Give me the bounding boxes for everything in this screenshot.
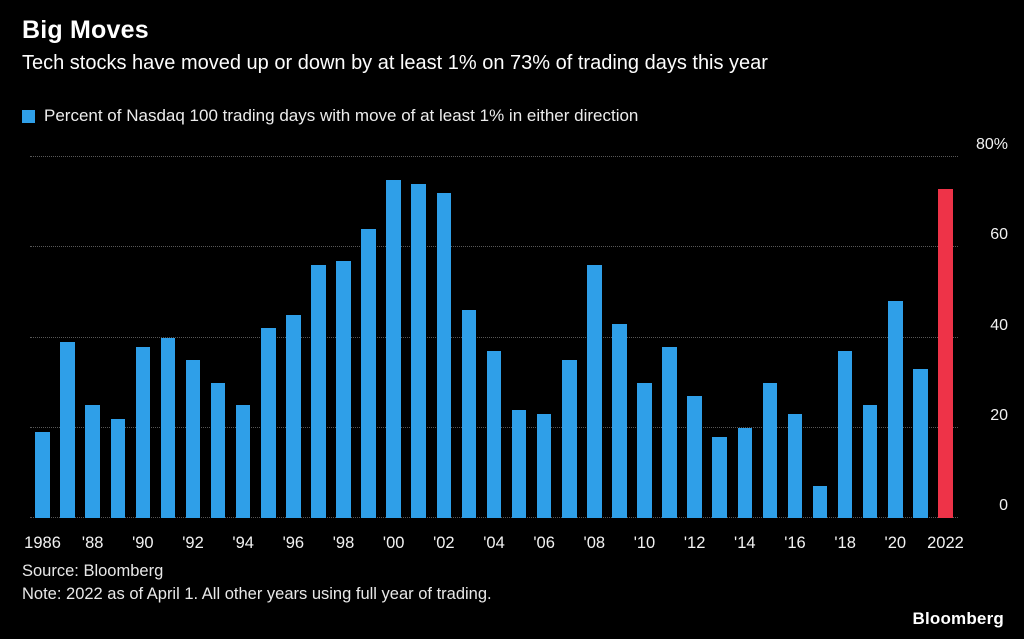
legend-label: Percent of Nasdaq 100 trading days with …	[44, 106, 639, 125]
bar-1986	[35, 432, 50, 518]
bar-2011	[662, 346, 677, 518]
footer: Source: Bloomberg Note: 2022 as of April…	[22, 560, 492, 606]
gridline-40	[30, 336, 958, 338]
bar-1998	[336, 260, 351, 518]
bar-2003	[461, 310, 477, 518]
bar-1994	[235, 405, 251, 518]
x-tick-label-2022: 2022	[927, 534, 964, 552]
y-tick-label-40: 40	[990, 316, 1008, 334]
bar-1992	[185, 360, 201, 518]
bar-2013	[712, 436, 727, 518]
x-axis: 1986 '88 '90 '92 '94 '96 '98 '00 '02 '04 '06 '08 '10…	[24, 534, 964, 556]
bar-1991	[160, 337, 176, 518]
source-text: Source: Bloomberg	[22, 562, 164, 580]
bar-2004	[486, 351, 502, 518]
x-tick-label-16: '16	[784, 534, 806, 552]
x-tick-label-1986: 1986	[24, 534, 61, 552]
x-tick-label-90: '90	[132, 534, 154, 552]
bar-2020	[888, 301, 903, 518]
bar-1988	[85, 405, 100, 518]
chart-title: Big Moves	[22, 16, 149, 44]
bar-1989	[110, 418, 126, 518]
bar-2015	[762, 382, 778, 518]
x-tick-label-94: '94	[232, 534, 254, 552]
chart-subtitle: Tech stocks have moved up or down by at …	[22, 52, 768, 74]
bar-2002	[436, 193, 452, 518]
x-tick-label-96: '96	[282, 534, 305, 552]
bar-2001	[411, 184, 427, 518]
bar-2018	[837, 351, 853, 518]
chart-header: Big Moves Tech stocks have moved up or d…	[22, 16, 1002, 75]
bar-2006	[536, 414, 552, 518]
x-tick-label-12: '12	[683, 534, 706, 552]
bar-1995	[260, 328, 276, 518]
gridline-60	[30, 246, 958, 248]
bar-2016	[787, 414, 803, 518]
y-tick-label-60: 60	[990, 226, 1008, 244]
bar-1990	[135, 346, 151, 518]
bar-1999	[361, 229, 376, 518]
x-tick-label-18: '18	[834, 534, 856, 552]
bar-2008	[587, 265, 602, 518]
x-tick-label-98: '98	[332, 534, 355, 552]
bar-2012	[687, 396, 702, 518]
gridline-80	[30, 156, 958, 157]
legend-swatch-icon	[22, 109, 35, 123]
bar-2017	[812, 486, 828, 518]
y-tick-label-80: 80%	[975, 136, 1008, 153]
bar-2014	[737, 427, 753, 518]
x-tick-label-92: '92	[182, 534, 204, 552]
x-tick-label-14: '14	[734, 534, 756, 552]
note-text: Note: 2022 as of April 1. All other year…	[22, 585, 492, 603]
x-tick-label-06: '06	[533, 534, 555, 552]
x-tick-label-04: '04	[483, 534, 505, 552]
bar-2000	[386, 179, 401, 518]
x-tick-label-00: '00	[382, 534, 405, 552]
bar-1996	[286, 314, 301, 518]
y-tick-label-0: 0	[999, 497, 1008, 514]
bar-1997	[311, 265, 326, 518]
x-tick-label-20: '20	[884, 534, 907, 552]
bar-2007	[561, 360, 577, 518]
bar-1987	[60, 342, 75, 518]
x-tick-label-02: '02	[433, 534, 455, 552]
plot-area: 0 20 40 60 80%	[30, 137, 1008, 518]
x-tick-label-08: '08	[583, 534, 606, 552]
legend: Percent of Nasdaq 100 trading days with …	[22, 106, 638, 126]
x-tick-label-88: '88	[81, 534, 104, 552]
bar-2019	[862, 405, 878, 518]
bloomberg-logo: Bloomberg	[912, 609, 1004, 628]
bar-2010	[637, 382, 652, 518]
bar-2009	[612, 323, 627, 518]
x-tick-label-10: '10	[633, 534, 656, 552]
bar-1993	[210, 382, 226, 518]
y-tick-label-20: 20	[990, 406, 1008, 424]
bar-2022	[938, 188, 953, 518]
bar-2021	[913, 369, 928, 518]
bar-2005	[511, 409, 527, 518]
